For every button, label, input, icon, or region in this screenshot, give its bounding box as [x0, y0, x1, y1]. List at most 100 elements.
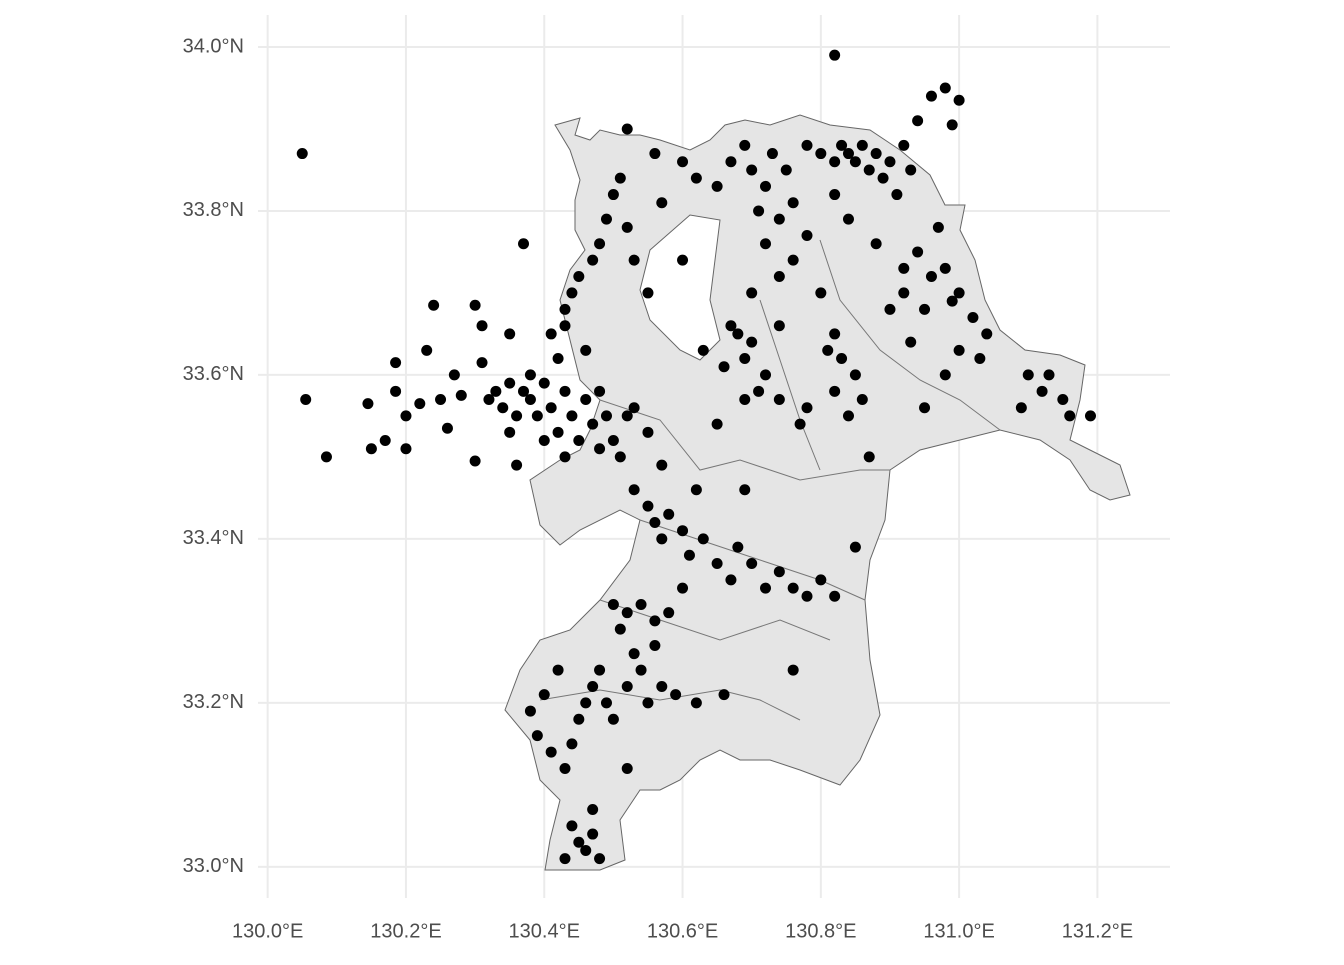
point [898, 139, 910, 151]
point [600, 697, 612, 709]
point [773, 320, 785, 332]
point [649, 639, 661, 651]
point [898, 262, 910, 274]
point [746, 164, 758, 176]
point [649, 615, 661, 627]
point [524, 705, 536, 717]
y-tick-label: 33.8°N [183, 199, 244, 221]
point [677, 525, 689, 537]
point [842, 148, 854, 160]
region-map [504, 114, 1131, 871]
point [773, 213, 785, 225]
point [635, 664, 647, 676]
point [773, 271, 785, 283]
point [600, 410, 612, 422]
point [656, 680, 668, 692]
point [787, 664, 799, 676]
point [912, 115, 924, 127]
point [856, 394, 868, 406]
point [621, 221, 633, 233]
point [663, 607, 675, 619]
point [594, 664, 606, 676]
point [725, 156, 737, 168]
point [580, 344, 592, 356]
point [300, 394, 312, 406]
point [905, 164, 917, 176]
point [829, 156, 841, 168]
point [621, 607, 633, 619]
point [801, 139, 813, 151]
point [711, 557, 723, 569]
point [690, 172, 702, 184]
point [607, 435, 619, 447]
point [773, 566, 785, 578]
point [518, 238, 530, 250]
point [939, 262, 951, 274]
point [849, 369, 861, 381]
point [925, 271, 937, 283]
point [421, 344, 433, 356]
point [974, 353, 986, 365]
point [365, 443, 377, 455]
x-tick-label: 130.6°E [647, 920, 718, 942]
point [580, 697, 592, 709]
point [504, 328, 516, 340]
point [836, 353, 848, 365]
point [621, 680, 633, 692]
point [621, 410, 633, 422]
x-tick-label: 131.2°E [1062, 920, 1133, 942]
point [559, 762, 571, 774]
point [898, 287, 910, 299]
point [545, 402, 557, 414]
point [905, 336, 917, 348]
point [559, 320, 571, 332]
point [912, 246, 924, 258]
point [580, 394, 592, 406]
point [932, 221, 944, 233]
point [801, 402, 813, 414]
point [739, 139, 751, 151]
point [656, 533, 668, 545]
point [836, 139, 848, 151]
point [642, 426, 654, 438]
point [801, 230, 813, 242]
boundary [759, 299, 821, 471]
point [732, 541, 744, 553]
point [801, 590, 813, 602]
y-tick-label: 34.0°N [183, 35, 244, 57]
point [448, 369, 460, 381]
point [400, 410, 412, 422]
point [697, 344, 709, 356]
point [1084, 410, 1096, 422]
point [545, 328, 557, 340]
point [780, 164, 792, 176]
point [718, 689, 730, 701]
point [538, 435, 550, 447]
point [573, 435, 585, 447]
point [711, 418, 723, 430]
point [483, 394, 495, 406]
point [518, 385, 530, 397]
bay [639, 214, 721, 361]
point [760, 238, 772, 250]
point [1036, 385, 1048, 397]
point [621, 123, 633, 135]
point [697, 533, 709, 545]
point [476, 357, 488, 369]
point [642, 500, 654, 512]
point [587, 828, 599, 840]
point [628, 254, 640, 266]
point [607, 189, 619, 201]
point [600, 213, 612, 225]
point [746, 336, 758, 348]
point [607, 598, 619, 610]
point [953, 344, 965, 356]
point [566, 738, 578, 750]
point [677, 582, 689, 594]
point [428, 299, 440, 311]
point [725, 320, 737, 332]
point [829, 49, 841, 61]
point [628, 402, 640, 414]
point [511, 459, 523, 471]
